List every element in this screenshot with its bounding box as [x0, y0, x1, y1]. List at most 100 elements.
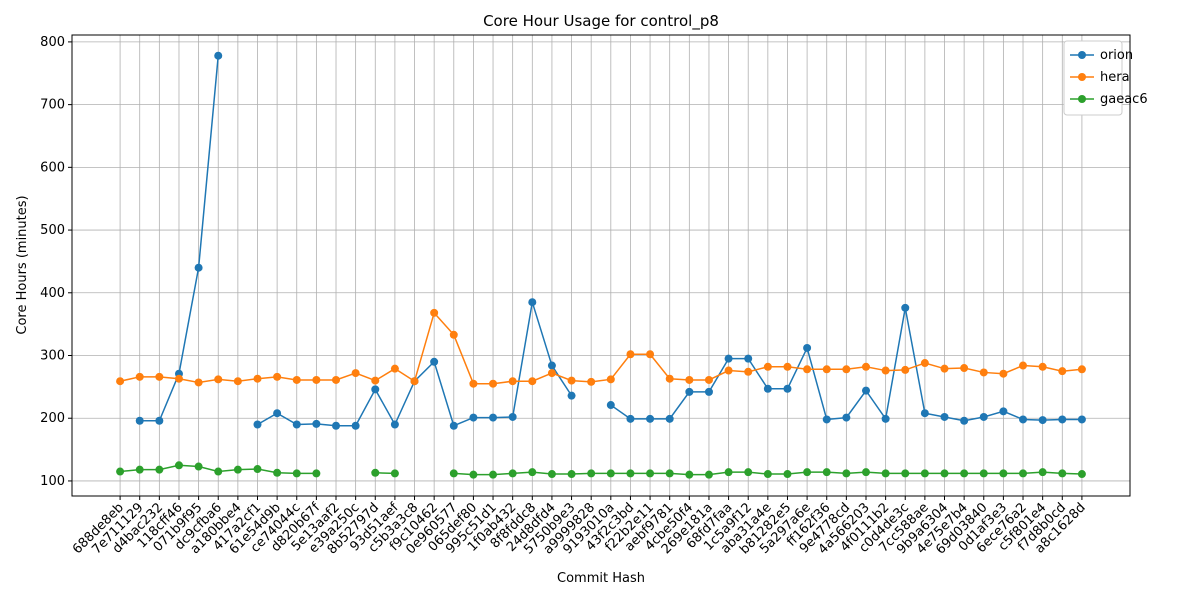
data-point	[665, 374, 674, 383]
data-point	[430, 357, 439, 366]
data-point	[508, 469, 517, 478]
legend-label: orion	[1100, 48, 1133, 63]
data-point	[1058, 367, 1067, 376]
data-point	[606, 469, 615, 478]
data-point	[960, 469, 969, 478]
data-point	[410, 377, 419, 386]
data-point	[842, 469, 851, 478]
y-tick-label: 300	[40, 349, 65, 364]
data-point	[508, 377, 517, 386]
data-point	[704, 387, 713, 396]
data-point	[1077, 470, 1086, 479]
data-point	[685, 375, 694, 384]
data-point	[783, 362, 792, 371]
data-point	[704, 470, 713, 479]
data-point	[646, 414, 655, 423]
data-point	[685, 470, 694, 479]
data-point	[273, 409, 282, 418]
data-point	[174, 374, 183, 383]
data-point	[155, 372, 164, 381]
data-point	[371, 385, 380, 394]
data-point	[292, 375, 301, 384]
data-point	[155, 465, 164, 474]
legend-marker	[1078, 51, 1086, 59]
data-point	[881, 366, 890, 375]
y-tick-label: 500	[40, 223, 65, 238]
legend-label: gaeac6	[1100, 92, 1148, 107]
data-point	[547, 361, 556, 370]
data-point	[135, 465, 144, 474]
data-point	[116, 467, 125, 476]
data-point	[489, 379, 498, 388]
data-point	[763, 362, 772, 371]
data-point	[174, 461, 183, 470]
y-tick-label: 100	[40, 474, 65, 489]
data-point	[1019, 361, 1028, 370]
data-point	[390, 420, 399, 429]
data-point	[861, 468, 870, 477]
chart-title: Core Hour Usage for control_p8	[483, 12, 719, 31]
data-point	[116, 377, 125, 386]
data-point	[155, 416, 164, 425]
data-point	[1038, 416, 1047, 425]
data-point	[312, 375, 321, 384]
data-point	[901, 303, 910, 312]
data-point	[606, 375, 615, 384]
data-point	[351, 421, 360, 430]
data-point	[273, 372, 282, 381]
data-point	[312, 469, 321, 478]
data-point	[528, 468, 537, 477]
data-point	[999, 469, 1008, 478]
y-tick-label: 400	[40, 286, 65, 301]
data-point	[567, 470, 576, 479]
data-point	[960, 416, 969, 425]
data-point	[999, 407, 1008, 416]
data-point	[646, 350, 655, 359]
data-point	[587, 377, 596, 386]
data-point	[842, 413, 851, 422]
data-point	[1019, 469, 1028, 478]
data-point	[292, 469, 301, 478]
data-point	[783, 470, 792, 479]
data-point	[1058, 469, 1067, 478]
data-point	[822, 468, 831, 477]
y-tick-label: 800	[40, 35, 65, 50]
data-point	[861, 362, 870, 371]
data-point	[920, 409, 929, 418]
data-point	[1077, 365, 1086, 374]
data-point	[665, 469, 674, 478]
data-point	[979, 368, 988, 377]
data-point	[881, 414, 890, 423]
y-tick-label: 700	[40, 98, 65, 113]
y-tick-label: 200	[40, 411, 65, 426]
data-point	[744, 367, 753, 376]
data-point	[312, 419, 321, 428]
data-point	[371, 376, 380, 385]
data-point	[803, 343, 812, 352]
data-point	[665, 414, 674, 423]
data-point	[1038, 468, 1047, 477]
data-point	[194, 378, 203, 387]
data-point	[449, 421, 458, 430]
data-point	[646, 469, 655, 478]
data-point	[390, 469, 399, 478]
data-point	[469, 379, 478, 388]
series-line	[119, 311, 1082, 385]
data-point	[940, 364, 949, 373]
data-point	[822, 365, 831, 374]
data-point	[1077, 415, 1086, 424]
data-point	[489, 413, 498, 422]
data-point	[567, 376, 576, 385]
legend-label: hera	[1100, 70, 1130, 85]
data-point	[508, 412, 517, 421]
data-point	[783, 384, 792, 393]
data-point	[273, 468, 282, 477]
data-point	[253, 374, 262, 383]
data-point	[489, 470, 498, 479]
data-point	[842, 365, 851, 374]
data-point	[351, 369, 360, 378]
data-point	[626, 469, 635, 478]
legend-marker	[1078, 73, 1086, 81]
data-point	[744, 468, 753, 477]
data-point	[940, 412, 949, 421]
